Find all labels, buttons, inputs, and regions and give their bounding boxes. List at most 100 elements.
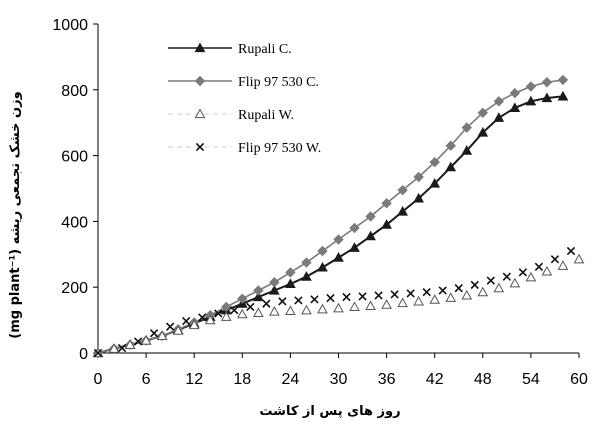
data-point-rupali-w	[301, 304, 312, 315]
x-marker-stroke	[93, 348, 103, 358]
data-point-rupali-w	[365, 300, 376, 311]
data-point-flip-97-530-w	[294, 296, 303, 305]
x-marker-stroke	[406, 289, 415, 298]
x-marker-stroke	[195, 142, 205, 152]
x-marker-stroke	[278, 297, 287, 306]
x-marker-stroke	[198, 313, 207, 322]
data-point-rupali-w	[429, 294, 441, 304]
x-marker-stroke	[502, 272, 512, 281]
x-marker-stroke	[486, 276, 495, 285]
data-point-rupali-w	[493, 282, 505, 293]
y-tick-label: 400	[61, 214, 88, 231]
data-point-flip-97-530-c	[349, 222, 360, 234]
data-point-rupali-w	[477, 286, 489, 297]
x-marker-stroke	[534, 262, 544, 271]
data-point-flip-97-530-w	[422, 287, 431, 297]
x-marker-stroke	[374, 291, 383, 300]
data-point-flip-97-530-w	[165, 322, 175, 331]
data-point-rupali-c	[461, 145, 473, 155]
x-tick-label: 24	[282, 371, 300, 388]
data-point-rupali-w	[557, 260, 569, 270]
data-point-rupali-w	[188, 319, 200, 330]
data-point-flip-97-530-c	[429, 156, 440, 168]
data-point-flip-97-530-w	[310, 295, 319, 304]
legend-item: Rupali C.	[168, 42, 292, 57]
data-point-flip-97-530-w	[358, 292, 367, 301]
data-point-flip-97-530-c	[365, 211, 376, 222]
legend-label: Flip 97 530 C.	[238, 75, 319, 90]
data-point-flip-97-530-w	[518, 268, 528, 277]
axes: 0 200 400 600 800 1000 0 6 12 18 24 30 36 42 48 54 60	[52, 17, 588, 388]
data-point-flip-97-530-c	[525, 81, 537, 92]
data-point-rupali-c	[381, 219, 392, 229]
data-point-rupali-w	[140, 334, 152, 345]
data-point-rupali-w	[413, 295, 425, 306]
data-point-rupali-w	[397, 297, 408, 308]
data-point-flip-97-530-c	[221, 301, 232, 313]
x-marker-stroke	[470, 280, 479, 290]
data-point-flip-97-530-w	[182, 316, 191, 326]
legend-label: Rupali W.	[238, 108, 294, 123]
data-point-flip-97-530-w	[550, 255, 560, 264]
data-point-flip-97-530-c	[493, 96, 505, 107]
legend-label: Flip 97 530 W.	[238, 141, 321, 156]
data-point-rupali-c	[541, 92, 553, 103]
legend-label: Rupali C.	[238, 42, 292, 57]
data-point-flip-97-530-w	[278, 297, 287, 306]
data-point-flip-97-530-c	[413, 171, 424, 183]
data-point-flip-97-530-w	[502, 272, 512, 281]
data-point-rupali-c	[252, 291, 264, 302]
data-point-flip-97-530-w	[149, 329, 159, 338]
data-point-flip-97-530-w	[374, 291, 383, 300]
series-flip-97-530-w	[93, 246, 576, 358]
x-marker-stroke	[454, 284, 463, 293]
data-point-flip-97-530-c	[285, 267, 296, 278]
y-tick-label: 600	[61, 149, 88, 166]
data-point-rupali-c	[333, 252, 344, 262]
x-marker-stroke	[310, 295, 319, 304]
series-rupali-c	[92, 90, 569, 358]
data-point-rupali-w	[124, 339, 136, 349]
legend: Rupali C. Flip 97 530 C. Rupali W. Flip 97 …	[168, 42, 321, 156]
x-marker-stroke	[566, 246, 576, 256]
x-marker-stroke	[165, 322, 175, 331]
data-point-flip-97-530-c	[445, 140, 456, 151]
data-point-flip-97-530-w	[534, 262, 544, 271]
x-tick-label: 36	[378, 371, 396, 388]
legend-item: Flip 97 530 W.	[168, 141, 321, 156]
data-point-flip-97-530-w	[342, 292, 351, 302]
series-rupali-w	[92, 253, 585, 358]
data-point-flip-97-530-c	[397, 184, 408, 196]
data-point-rupali-w	[445, 292, 457, 302]
legend-marker	[195, 142, 205, 152]
legend-item: Rupali W.	[168, 108, 294, 123]
x-marker-stroke	[518, 268, 528, 277]
data-point-rupali-c	[365, 230, 376, 241]
data-point-rupali-c	[349, 242, 360, 252]
data-point-rupali-w	[252, 307, 264, 317]
data-point-flip-97-530-w	[486, 276, 495, 285]
data-point-rupali-w	[317, 303, 328, 314]
y-axis-title: وزن خشک تجمعی ریشه (mg plant⁻¹)	[8, 91, 23, 338]
data-point-rupali-w	[172, 325, 184, 335]
x-axis-title: روز های پس از کاشت	[259, 404, 400, 419]
data-point-flip-97-530-w	[470, 280, 479, 290]
data-point-flip-97-530-c	[461, 122, 472, 133]
x-tick-label: 54	[522, 371, 540, 388]
y-tick-label: 800	[61, 83, 88, 100]
data-point-rupali-w	[381, 299, 392, 309]
x-marker-stroke	[326, 293, 335, 303]
data-point-rupali-c	[493, 112, 505, 122]
data-point-rupali-c	[317, 261, 328, 272]
data-point-flip-97-530-w	[566, 246, 576, 256]
x-marker-stroke	[133, 337, 143, 346]
x-tick-label: 30	[330, 371, 348, 388]
x-marker-stroke	[117, 343, 127, 353]
data-point-flip-97-530-c	[477, 107, 489, 119]
y-tick-label: 1000	[52, 17, 88, 34]
data-point-flip-97-530-w	[214, 309, 223, 318]
data-point-rupali-c	[301, 271, 312, 281]
x-marker-stroke	[262, 299, 271, 308]
